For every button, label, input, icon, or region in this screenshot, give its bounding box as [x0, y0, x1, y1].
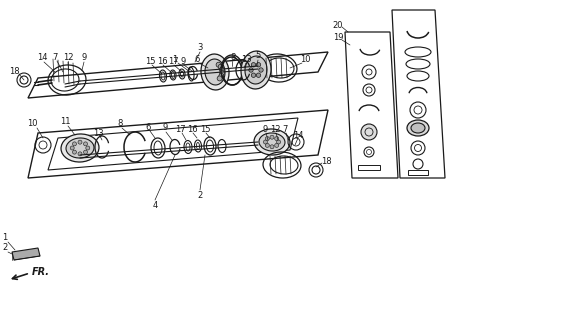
Text: 17: 17 [175, 125, 185, 134]
Text: 20: 20 [333, 20, 343, 29]
Circle shape [361, 124, 377, 140]
Ellipse shape [201, 54, 229, 90]
Circle shape [275, 137, 279, 140]
Text: 13: 13 [93, 129, 103, 138]
Text: 10: 10 [26, 119, 37, 129]
Circle shape [249, 68, 253, 72]
Text: 14: 14 [37, 53, 47, 62]
Circle shape [218, 64, 223, 69]
Text: 9: 9 [263, 125, 268, 134]
Circle shape [78, 152, 82, 156]
Circle shape [276, 140, 281, 144]
Text: 9: 9 [180, 58, 185, 67]
Text: 15: 15 [145, 58, 156, 67]
Text: 6: 6 [194, 55, 200, 65]
Circle shape [219, 67, 225, 72]
Circle shape [251, 73, 256, 77]
Circle shape [266, 137, 270, 140]
Text: 10: 10 [300, 55, 310, 65]
Text: 3: 3 [198, 44, 203, 52]
Text: 13: 13 [241, 55, 251, 65]
Circle shape [84, 142, 88, 146]
Circle shape [256, 73, 261, 77]
Text: 1: 1 [172, 55, 177, 65]
Text: 15: 15 [200, 125, 210, 134]
Circle shape [73, 150, 77, 154]
Text: 1: 1 [2, 234, 7, 243]
Text: FR.: FR. [32, 267, 50, 277]
Text: 12: 12 [63, 52, 73, 61]
Circle shape [251, 63, 256, 67]
Text: 11: 11 [60, 117, 70, 126]
Ellipse shape [61, 134, 99, 162]
Text: 2: 2 [198, 190, 203, 199]
Text: 6: 6 [145, 124, 151, 132]
Polygon shape [12, 248, 40, 260]
Text: 16: 16 [157, 58, 167, 67]
Circle shape [266, 143, 270, 148]
Ellipse shape [254, 129, 290, 155]
Text: 12: 12 [270, 125, 281, 134]
Text: 7: 7 [282, 125, 287, 134]
Circle shape [256, 63, 261, 67]
Text: 5: 5 [255, 52, 260, 60]
Text: 18: 18 [321, 157, 331, 166]
Ellipse shape [411, 123, 425, 133]
Circle shape [73, 142, 77, 146]
Text: 9: 9 [81, 53, 86, 62]
Circle shape [270, 135, 274, 139]
Text: 19: 19 [333, 34, 343, 43]
Text: 14: 14 [293, 131, 303, 140]
Circle shape [78, 140, 82, 144]
Circle shape [216, 62, 221, 67]
Text: 8: 8 [230, 52, 236, 61]
Circle shape [219, 70, 225, 76]
Ellipse shape [259, 133, 285, 151]
Circle shape [70, 146, 74, 150]
Ellipse shape [245, 56, 267, 84]
Circle shape [270, 145, 274, 149]
Text: 17: 17 [168, 58, 179, 67]
Circle shape [84, 150, 88, 154]
Circle shape [86, 146, 90, 150]
Ellipse shape [407, 120, 429, 136]
Text: 2: 2 [2, 244, 7, 252]
Text: 18: 18 [9, 68, 20, 76]
Circle shape [219, 74, 224, 78]
Text: 7: 7 [52, 52, 58, 61]
Circle shape [259, 68, 263, 72]
Text: 9: 9 [162, 124, 168, 132]
Text: 4: 4 [153, 201, 158, 210]
Text: 8: 8 [118, 119, 123, 129]
Ellipse shape [241, 51, 271, 89]
Circle shape [217, 76, 222, 81]
Text: 16: 16 [187, 125, 198, 134]
Circle shape [263, 140, 267, 144]
Circle shape [275, 143, 279, 148]
Ellipse shape [66, 138, 94, 158]
Ellipse shape [205, 59, 225, 85]
